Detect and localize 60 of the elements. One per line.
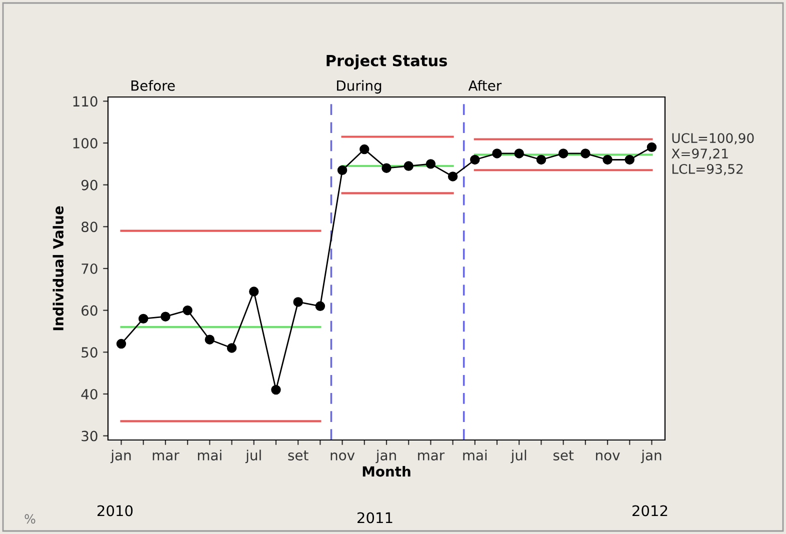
point	[492, 148, 502, 158]
text: After	[468, 80, 502, 91]
point	[360, 144, 370, 154]
point	[646, 142, 657, 152]
x-tick-label: nov	[596, 452, 620, 460]
point	[116, 338, 126, 349]
point	[249, 286, 259, 296]
x-tick-label: mar	[418, 452, 445, 460]
chart-title: Project Status	[326, 54, 447, 70]
y-tick-label: 90	[81, 180, 98, 190]
x-tick-label: jul	[510, 450, 526, 464]
x-tick-label: jan	[640, 450, 662, 464]
y-axis-title: Individual Value	[52, 206, 64, 330]
y-tick-label: 70	[82, 263, 98, 274]
y-tick-label: 110	[73, 96, 98, 107]
point	[536, 154, 546, 165]
point	[602, 154, 612, 165]
x-tick-label: mar	[152, 452, 180, 460]
text: During	[337, 80, 382, 94]
point	[580, 148, 590, 158]
point	[514, 148, 524, 158]
x-axis-title: Month	[362, 466, 410, 477]
point	[271, 384, 281, 395]
point	[293, 297, 303, 307]
y-tick-label: 60	[82, 305, 98, 316]
point	[337, 165, 348, 176]
y-tick-label: 80	[82, 222, 98, 232]
series-label: X=97,21	[672, 148, 728, 160]
x-tick-label: jul	[245, 450, 261, 464]
point	[204, 334, 215, 344]
text: 2011	[358, 512, 392, 524]
point	[624, 154, 634, 165]
y-tick-label: 40	[81, 388, 98, 400]
y-tick-label: 50	[82, 347, 98, 358]
point	[226, 343, 237, 353]
point	[470, 154, 480, 165]
point	[138, 314, 148, 324]
x-tick-label: set	[553, 450, 574, 460]
point	[558, 148, 568, 158]
point	[382, 163, 392, 173]
x-tick-label: mai	[198, 450, 222, 460]
x-tick-label: nov	[330, 452, 355, 460]
point	[448, 172, 458, 182]
y-tick-label: 30	[82, 430, 98, 442]
point	[182, 305, 192, 316]
text: Before	[131, 80, 175, 91]
x-tick-label: jan	[376, 450, 396, 464]
y-tick-label: 100	[73, 138, 98, 148]
x-tick-label: mai	[463, 450, 487, 460]
text: 2010	[98, 505, 133, 516]
text: %	[24, 514, 36, 524]
series-label: LCL=93,52	[672, 164, 743, 176]
x-tick-label: jan	[110, 450, 131, 464]
series-label: UCL=100,90	[672, 133, 754, 144]
point	[160, 312, 170, 322]
x-tick-label: set	[288, 450, 308, 460]
point	[404, 161, 414, 171]
point	[426, 159, 436, 169]
text: 2012	[632, 505, 668, 516]
point	[315, 301, 326, 312]
